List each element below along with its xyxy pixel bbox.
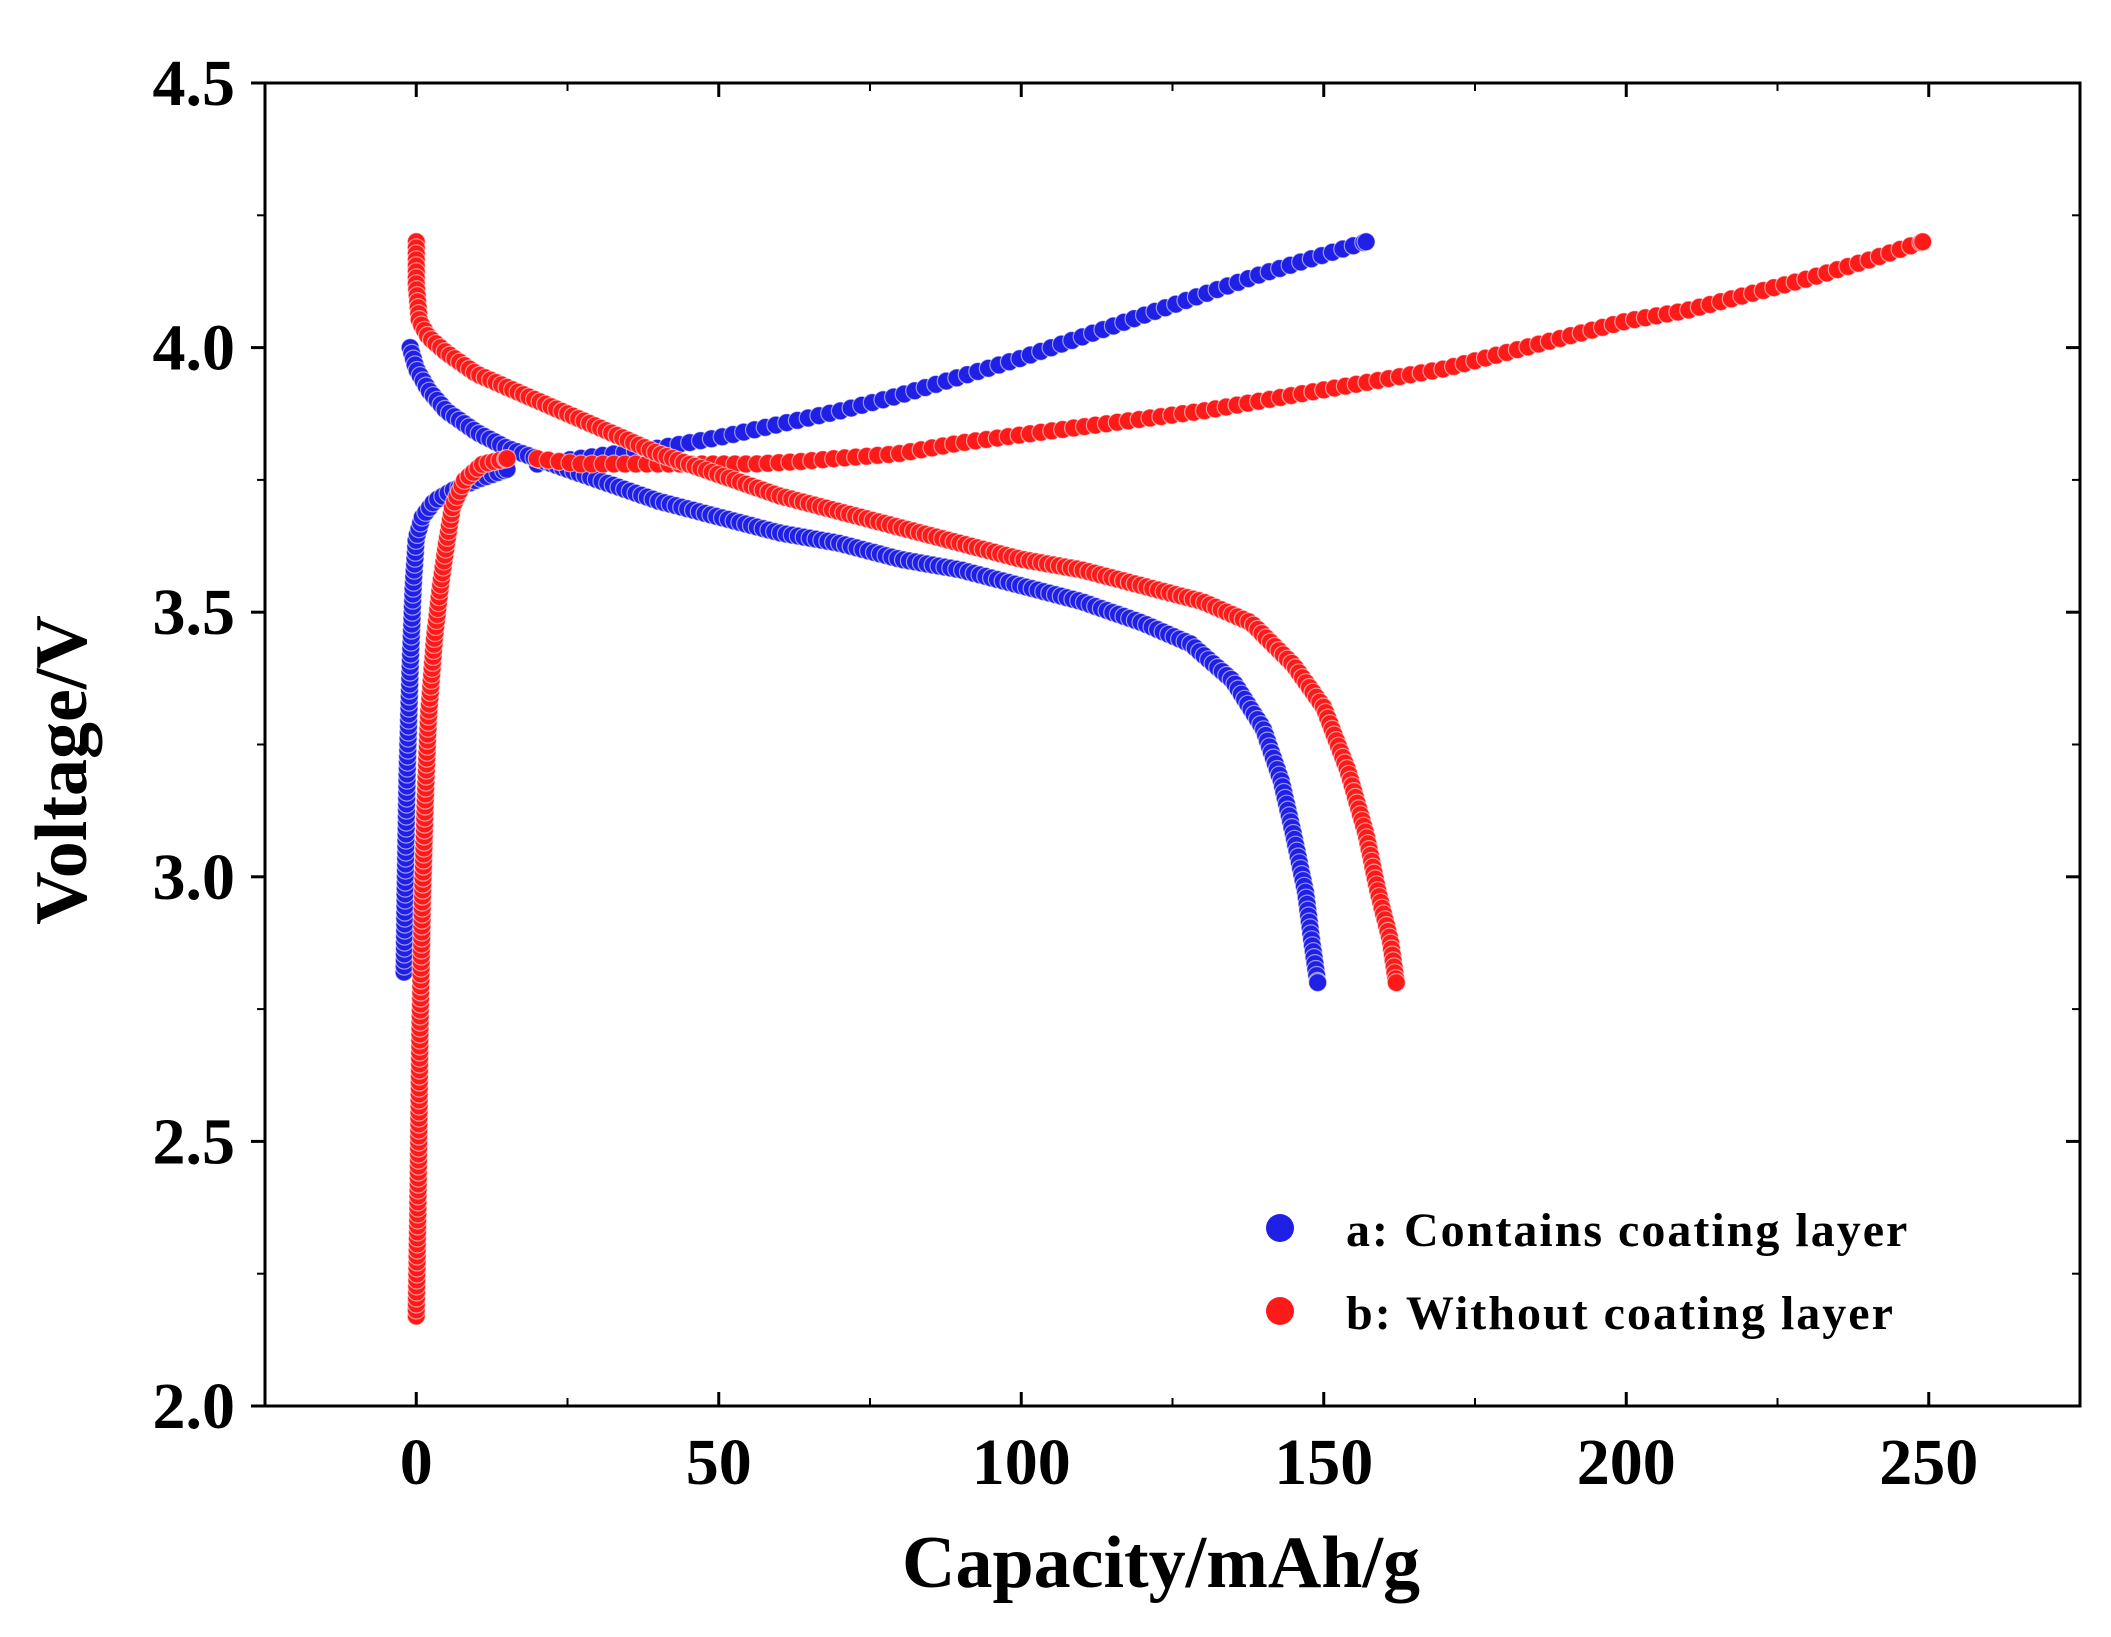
x-tick-labels: 0 50 100 150 200 250: [400, 1426, 1979, 1499]
legend-label-b: b: Without coating layer: [1346, 1287, 1895, 1340]
series-b-charge-plateau: [527, 232, 1933, 474]
y-tick-label: 2.5: [153, 1105, 236, 1178]
data-point: [1913, 232, 1933, 252]
data-point: [1308, 972, 1328, 993]
y-tick-label: 2.0: [153, 1370, 236, 1443]
legend-marker-a: [1266, 1214, 1294, 1242]
legend-item-a: a: Contains coating layer: [1266, 1204, 1909, 1257]
x-tick-label: 200: [1577, 1426, 1676, 1499]
y-tick-label: 4.5: [153, 47, 236, 120]
data-point: [1386, 972, 1406, 993]
legend: a: Contains coating layer b: Without coa…: [1266, 1204, 1909, 1340]
y-tick-label: 4.0: [153, 312, 236, 385]
x-tick-label: 0: [400, 1426, 433, 1499]
x-tick-label: 100: [972, 1426, 1071, 1499]
x-tick-label: 50: [686, 1426, 752, 1499]
y-tick-label: 3.0: [153, 841, 236, 914]
series-b: [406, 232, 1933, 1326]
plot-area: [251, 81, 2082, 1408]
x-tick-label: 150: [1274, 1426, 1373, 1499]
axis-ticks: [251, 81, 2081, 1408]
x-tick-label: 250: [1879, 1426, 1978, 1499]
legend-label-a: a: Contains coating layer: [1346, 1204, 1909, 1257]
legend-item-b: b: Without coating layer: [1266, 1287, 1895, 1340]
y-axis-label: Voltage/V: [21, 615, 103, 925]
y-tick-labels: 2.0 2.5 3.0 3.5 4.0 4.5: [153, 47, 236, 1443]
data-layer: [394, 232, 1933, 1326]
data-point: [497, 449, 517, 469]
series-b-discharge: [406, 232, 1406, 993]
series-b-charge-rise: [406, 449, 517, 1326]
y-tick-label: 3.5: [153, 576, 236, 649]
x-axis-label: Capacity/mAh/g: [902, 1522, 1420, 1604]
data-point: [1356, 232, 1376, 252]
legend-marker-b: [1266, 1297, 1294, 1325]
